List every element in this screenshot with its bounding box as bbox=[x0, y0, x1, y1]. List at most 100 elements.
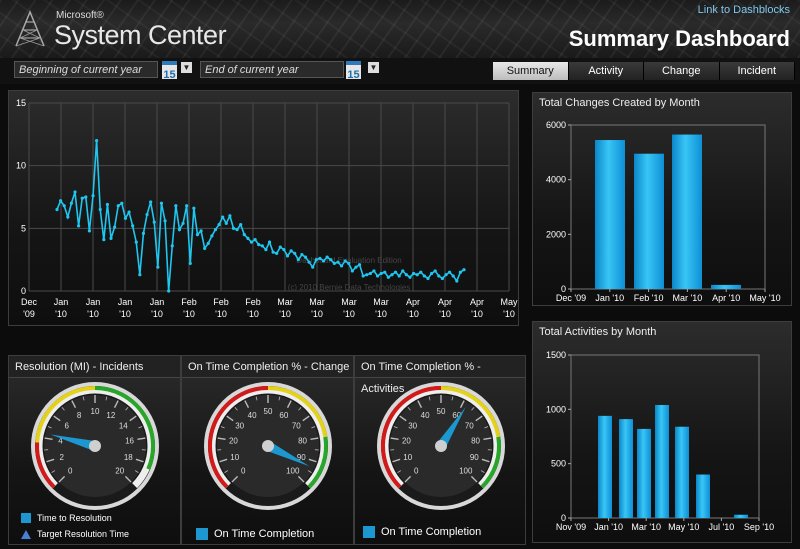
line-chart-panel: Dec '09 Jan '10 Jan '10 Jan '10 Jan '10 Feb '10 Feb '… bbox=[8, 90, 519, 326]
gauge-tick bbox=[231, 475, 239, 483]
x-tick-label: Jan '10 bbox=[594, 522, 623, 532]
gauge-tick bbox=[404, 475, 412, 483]
data-point bbox=[260, 244, 264, 248]
activities-bar-chart: 0 500 1000 1500 Nov '09 Jan '10 Mar '10 May '10… bbox=[546, 350, 774, 532]
x-tick-label: Apr bbox=[470, 297, 484, 307]
data-point bbox=[55, 207, 59, 212]
data-point bbox=[282, 248, 286, 252]
gauge-label: 0 bbox=[414, 467, 419, 476]
gauge-label: 18 bbox=[124, 453, 133, 462]
data-point bbox=[447, 270, 452, 274]
gauge-tick bbox=[484, 426, 489, 429]
gauge-tick bbox=[217, 437, 226, 440]
data-point bbox=[235, 227, 239, 232]
gauge-tick bbox=[124, 475, 132, 483]
gauge-tick bbox=[44, 437, 53, 440]
gauge-label: 0 bbox=[68, 467, 73, 476]
activities-chart-title: Total Activities by Month bbox=[539, 326, 657, 338]
tab-change[interactable]: Change bbox=[644, 62, 720, 80]
y-tick-label: 15 bbox=[16, 98, 26, 108]
y-tick-label: 0 bbox=[561, 513, 566, 523]
app-header: Microsoft® System Center Link to Dashblo… bbox=[0, 0, 800, 58]
data-point bbox=[383, 270, 387, 274]
gauge-panel-change: On Time Completion % - Change 0 10 20 30 40 5… bbox=[181, 355, 354, 545]
gauge-label: 30 bbox=[408, 421, 417, 430]
gauge-label: 60 bbox=[452, 411, 461, 420]
data-point bbox=[307, 260, 311, 264]
data-point bbox=[145, 212, 149, 217]
legend-label: Target Resolution Time bbox=[37, 529, 130, 539]
gauge-label: 100 bbox=[459, 467, 473, 476]
gauge-label: 12 bbox=[106, 411, 115, 420]
gauge-tick bbox=[310, 437, 319, 440]
data-point bbox=[210, 234, 214, 238]
bar bbox=[634, 153, 664, 289]
tab-activity[interactable]: Activity bbox=[568, 62, 644, 80]
x-tick-label: Apr bbox=[438, 297, 452, 307]
data-point bbox=[271, 250, 275, 254]
data-point bbox=[426, 276, 430, 281]
gauge-tick bbox=[220, 426, 225, 429]
legend-square-icon bbox=[363, 526, 375, 538]
data-point bbox=[300, 253, 304, 257]
bar bbox=[696, 474, 710, 518]
gauge-label: 70 bbox=[465, 421, 474, 430]
begin-date-input[interactable]: Beginning of current year bbox=[14, 61, 158, 78]
x-tick-label: Apr '10 bbox=[712, 293, 740, 303]
data-point bbox=[296, 258, 300, 262]
gauge-hub bbox=[435, 440, 447, 452]
data-point bbox=[174, 204, 178, 208]
data-point bbox=[152, 220, 156, 224]
x-tick-label: '10 bbox=[183, 309, 195, 319]
x-tick-label: '10 bbox=[503, 309, 515, 319]
legend-target-resolution: Target Resolution Time bbox=[21, 529, 129, 539]
gauge-tick bbox=[125, 406, 129, 411]
data-point bbox=[123, 216, 128, 220]
data-point bbox=[321, 259, 326, 263]
y-tick-label: 0 bbox=[561, 284, 566, 294]
gauge-tick bbox=[390, 437, 399, 440]
data-point bbox=[267, 240, 272, 244]
data-point bbox=[98, 207, 102, 212]
end-dropdown-icon[interactable]: ▼ bbox=[368, 62, 379, 73]
gauge-label: 10 bbox=[230, 453, 239, 462]
data-point bbox=[109, 236, 113, 240]
gauge-label: 20 bbox=[402, 437, 411, 446]
gauge-tick bbox=[475, 415, 483, 422]
gauge-tick bbox=[113, 400, 119, 409]
end-calendar-icon[interactable]: 15 bbox=[346, 61, 361, 81]
gauge-tick bbox=[58, 475, 66, 483]
x-tick-label: '10 bbox=[375, 309, 387, 319]
data-point bbox=[80, 196, 84, 200]
x-tick-label: Jan '10 bbox=[595, 293, 624, 303]
plot-frame bbox=[570, 124, 766, 290]
data-point bbox=[62, 204, 66, 208]
x-tick-label: Mar bbox=[309, 297, 325, 307]
x-tick-label: Jan bbox=[118, 297, 133, 307]
end-date-input[interactable]: End of current year bbox=[200, 61, 344, 78]
begin-dropdown-icon[interactable]: ▼ bbox=[181, 62, 192, 73]
legend-square-icon bbox=[196, 528, 208, 540]
data-point bbox=[105, 202, 110, 207]
x-tick-label: May '10 bbox=[668, 522, 699, 532]
gauge-label: 80 bbox=[471, 437, 480, 446]
gauge-tick bbox=[61, 406, 65, 411]
data-point bbox=[253, 238, 257, 242]
gauge-tick bbox=[226, 415, 234, 422]
data-point bbox=[91, 194, 95, 198]
y-tick-label: 4000 bbox=[546, 175, 566, 185]
tab-summary[interactable]: Summary bbox=[493, 62, 569, 80]
y-tick-label: 5 bbox=[21, 223, 26, 233]
begin-calendar-icon[interactable]: 15 bbox=[162, 61, 177, 81]
gauge-change: 010 20 30 40 50 60 70 80 90 100 bbox=[204, 382, 332, 510]
gauge-tick bbox=[255, 396, 258, 401]
data-point bbox=[347, 261, 351, 266]
data-point bbox=[228, 214, 232, 218]
tab-incident[interactable]: Incident bbox=[719, 62, 795, 80]
legend-on-time-completion: On Time Completion bbox=[363, 526, 481, 538]
x-tick-label: Mar '10 bbox=[631, 522, 661, 532]
x-tick-label: Mar bbox=[341, 297, 357, 307]
data-point bbox=[379, 271, 383, 276]
link-to-dashblocks[interactable]: Link to Dashblocks bbox=[697, 4, 790, 16]
